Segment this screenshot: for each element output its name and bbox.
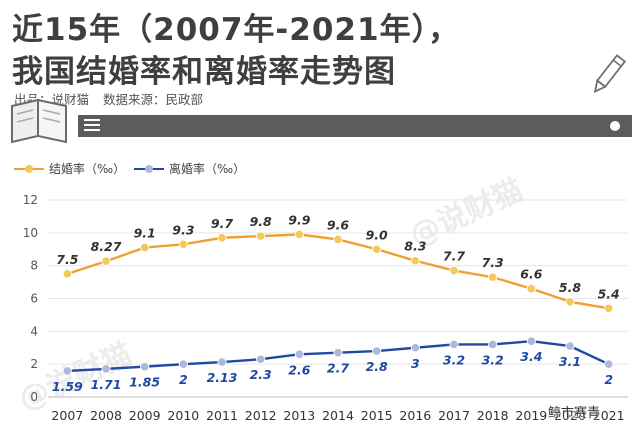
- data-point-marriage: [449, 265, 459, 276]
- data-label-marriage: 5.8: [559, 280, 581, 295]
- data-label-divorce: 2: [179, 372, 188, 387]
- legend-label-divorce: 离婚率（‰）: [169, 162, 246, 176]
- data-label-divorce: 2: [604, 372, 613, 387]
- data-point-marriage: [178, 239, 188, 249]
- y-tick-label: 8: [30, 259, 38, 273]
- data-point-marriage: [294, 229, 304, 240]
- data-point-divorce: [526, 336, 536, 346]
- data-point-marriage: [410, 256, 420, 266]
- data-label-divorce: 3.1: [559, 354, 581, 369]
- dot-icon[interactable]: [610, 121, 620, 131]
- data-point-divorce: [372, 346, 382, 356]
- data-point-marriage: [217, 233, 227, 243]
- data-label-divorce: 2.7: [327, 361, 349, 376]
- x-tick-label: 2010: [167, 408, 199, 423]
- data-label-divorce: 1.85: [129, 375, 160, 390]
- data-label-divorce: 2.8: [366, 359, 388, 374]
- x-tick-label: 2007: [51, 408, 83, 423]
- y-tick-label: 0: [30, 390, 38, 404]
- toolbar-bar: [78, 115, 632, 137]
- data-point-divorce: [565, 341, 575, 351]
- data-label-marriage: 7.7: [443, 249, 465, 264]
- data-label-divorce: 2.6: [288, 362, 310, 377]
- x-tick-label: 2019: [515, 408, 547, 423]
- legend-item-divorce: 离婚率（‰）: [134, 160, 245, 177]
- data-label-marriage: 9.9: [288, 212, 310, 227]
- data-point-marriage: [256, 231, 266, 241]
- title-line-2: 我国结婚率和离婚率走势图: [12, 54, 396, 90]
- data-label-divorce: 1.71: [91, 377, 122, 392]
- data-point-divorce: [449, 339, 459, 350]
- data-point-marriage: [565, 297, 575, 307]
- y-tick-label: 10: [23, 226, 38, 240]
- title-line-1: 近15年（2007年-2021年），: [12, 12, 461, 48]
- data-point-divorce: [217, 357, 227, 367]
- pencil-icon: [593, 54, 627, 94]
- data-label-marriage: 9.8: [250, 214, 272, 229]
- legend-marker-marriage: [14, 164, 44, 173]
- x-tick-label: 2008: [90, 408, 122, 423]
- x-tick-label: 2014: [322, 408, 354, 423]
- data-point-divorce: [256, 354, 266, 364]
- data-point-divorce: [488, 339, 498, 350]
- y-tick-label: 6: [30, 292, 38, 306]
- data-point-marriage: [101, 256, 111, 266]
- y-tick-label: 12: [23, 193, 38, 207]
- data-point-marriage: [140, 243, 150, 253]
- data-label-marriage: 9.7: [211, 216, 233, 231]
- data-label-divorce: 2.3: [250, 367, 272, 382]
- data-point-marriage: [333, 234, 343, 244]
- data-point-marriage: [372, 244, 382, 254]
- y-tick-label: 2: [30, 357, 38, 371]
- book-icon: [11, 98, 67, 144]
- data-point-divorce: [604, 359, 614, 369]
- data-label-marriage: 8.3: [404, 239, 426, 254]
- data-label-marriage: 5.4: [598, 286, 620, 301]
- data-point-divorce: [140, 362, 150, 372]
- data-label-marriage: 7.5: [56, 252, 78, 267]
- x-tick-label: 2009: [129, 408, 161, 423]
- data-point-marriage: [488, 272, 498, 282]
- y-tick-label: 4: [30, 324, 38, 338]
- data-label-divorce: 1.59: [52, 379, 83, 394]
- data-label-marriage: 6.6: [520, 267, 542, 282]
- data-label-divorce: 3.2: [482, 352, 504, 367]
- data-point-marriage: [526, 284, 536, 294]
- x-tick-label: 2015: [361, 408, 393, 423]
- corner-brand: 鲸市赛青: [548, 406, 601, 421]
- data-label-marriage: 8.27: [91, 239, 122, 254]
- x-tick-label: 2011: [206, 408, 238, 423]
- menu-icon[interactable]: [84, 119, 100, 133]
- data-point-divorce: [101, 364, 111, 374]
- x-tick-label: 2021: [593, 408, 625, 423]
- data-label-marriage: 9.1: [134, 226, 156, 241]
- legend-marker-divorce: [134, 164, 164, 173]
- data-label-marriage: 9.0: [366, 227, 388, 242]
- x-tick-label: 2017: [438, 408, 470, 423]
- data-point-marriage: [604, 303, 614, 313]
- data-point-divorce: [410, 343, 420, 353]
- data-label-divorce: 3.4: [520, 349, 542, 364]
- legend-item-marriage: 结婚率（‰）: [14, 160, 125, 177]
- x-tick-label: 2016: [399, 408, 431, 423]
- data-point-divorce: [178, 359, 188, 369]
- data-source-label: 数据来源：民政部: [103, 92, 204, 107]
- data-label-divorce: 3: [411, 356, 420, 371]
- data-point-divorce: [294, 349, 304, 359]
- x-tick-label: 2012: [245, 408, 277, 423]
- data-label-divorce: 3.2: [443, 352, 465, 367]
- x-tick-label: 2018: [477, 408, 509, 423]
- data-point-marriage: [62, 269, 72, 279]
- data-point-divorce: [333, 348, 343, 358]
- data-label-divorce: 2.13: [207, 370, 238, 385]
- x-tick-label: 2013: [283, 408, 315, 423]
- data-label-marriage: 9.6: [327, 217, 349, 232]
- legend-label-marriage: 结婚率（‰）: [49, 162, 126, 176]
- x-tick-label: 2020: [554, 408, 586, 423]
- data-label-marriage: 9.3: [172, 222, 194, 237]
- data-point-divorce: [62, 366, 72, 376]
- data-label-marriage: 7.3: [482, 255, 504, 270]
